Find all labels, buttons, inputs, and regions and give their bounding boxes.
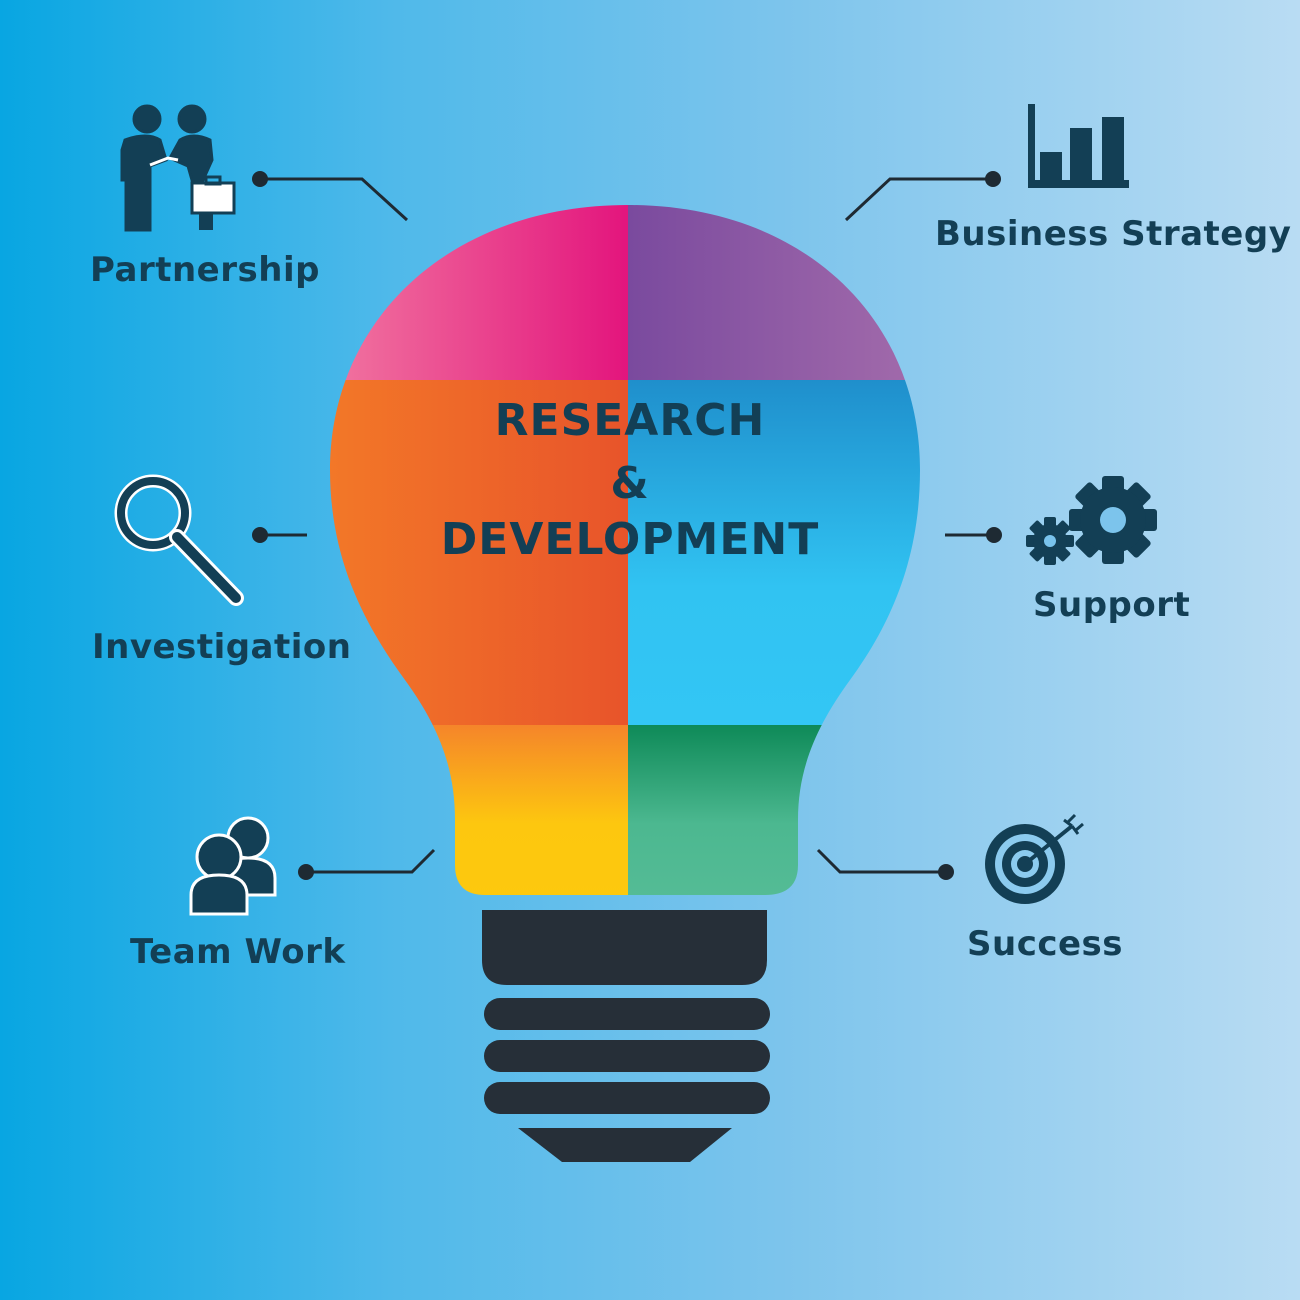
magnifier-icon: [114, 474, 244, 606]
connector-dots: [252, 171, 1002, 880]
title-line-1: RESEARCH: [494, 395, 766, 446]
connector-lines: [260, 177, 994, 874]
teamwork-label: Team Work: [130, 932, 346, 972]
bulb-socket: [482, 910, 770, 1162]
bar-chart-icon: [1028, 104, 1129, 188]
people-icon: [189, 816, 277, 916]
connector-partnership: [260, 177, 409, 222]
target-icon: [985, 813, 1084, 904]
connector-strategy: [844, 177, 993, 222]
investigation-label: Investigation: [92, 627, 352, 667]
partnership-label: Partnership: [90, 250, 320, 290]
bulb-section-pink: [330, 205, 628, 380]
support-label: Support: [1033, 585, 1191, 625]
title-line-3: DEVELOPMENT: [440, 514, 820, 565]
bulb-section-purple: [628, 205, 920, 380]
title-line-2: &: [610, 458, 650, 509]
bulb-section-green: [628, 725, 920, 895]
gears-icon: [1026, 476, 1157, 565]
connector-teamwork: [306, 848, 436, 874]
connector-success: [816, 848, 946, 874]
bulb-section-yellow: [330, 725, 628, 895]
success-label: Success: [967, 924, 1124, 964]
business-strategy-label: Business Strategy: [935, 214, 1292, 254]
handshake-icon: [120, 104, 236, 232]
